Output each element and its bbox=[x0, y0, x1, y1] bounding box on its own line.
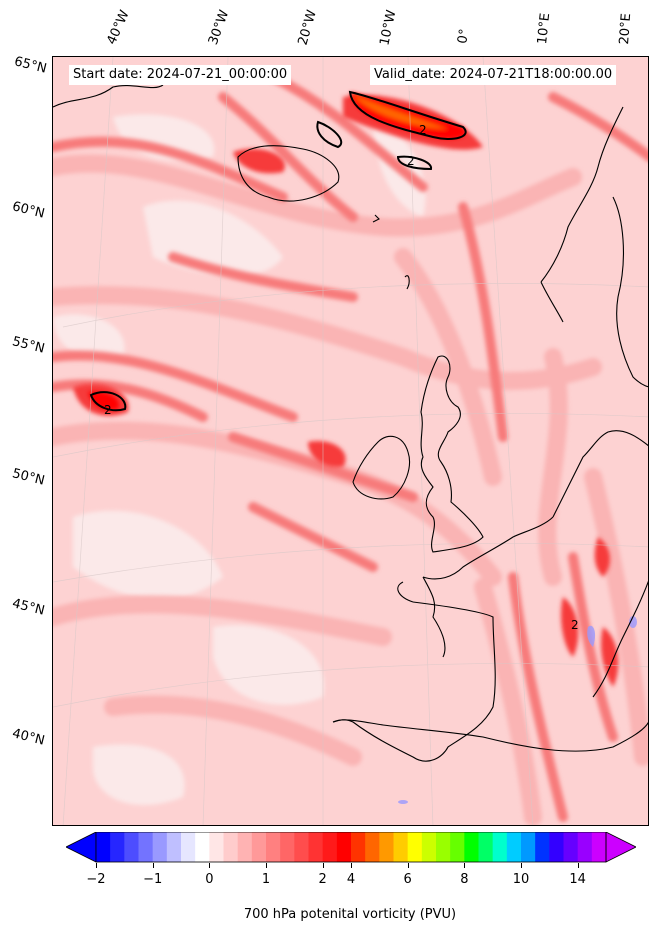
colorbar-tick-mark bbox=[209, 863, 211, 868]
contour-label: 2 bbox=[104, 403, 112, 417]
colorbar-tick-label: 2 bbox=[318, 872, 327, 887]
colorbar-segment bbox=[294, 832, 309, 862]
colorbar-outline bbox=[95, 832, 607, 863]
pv-maxima bbox=[88, 92, 466, 411]
lon-label-20w: 20°W bbox=[295, 8, 320, 48]
contour-labels: 2 2 2 2 bbox=[104, 123, 579, 632]
colorbar-max-arrow bbox=[605, 832, 636, 863]
lon-label-10e: 10°E bbox=[535, 12, 554, 46]
colorbar-segment bbox=[195, 832, 210, 862]
colorbar-segment bbox=[166, 832, 182, 862]
colorbar-segment bbox=[535, 832, 550, 862]
lon-label-0: 0° bbox=[455, 27, 473, 45]
colorbar-tick-mark bbox=[322, 863, 324, 868]
colorbar-segment bbox=[110, 832, 125, 862]
colorbar-tick-mark bbox=[351, 863, 352, 868]
colorbar-tick-mark bbox=[521, 863, 522, 868]
colorbar-segment bbox=[138, 832, 154, 862]
colorbar-segment bbox=[450, 832, 465, 862]
lat-label-55n: 55°N bbox=[10, 334, 47, 357]
lon-label-10w: 10°W bbox=[377, 8, 400, 47]
contour-label: 2 bbox=[407, 154, 415, 168]
colorbar-segment bbox=[181, 832, 196, 862]
colorbar-tick-mark bbox=[266, 863, 267, 868]
lon-label-30w: 30°W bbox=[205, 8, 233, 47]
colorbar-tick-mark bbox=[152, 863, 154, 868]
valid-date-label: Valid_date: 2024-07-21T18:00:00.00 bbox=[370, 65, 617, 85]
lon-label-20e: 20°E bbox=[617, 12, 635, 45]
colorbar-segment bbox=[251, 832, 267, 862]
colorbar-segment bbox=[152, 832, 168, 862]
colorbar-segment bbox=[521, 832, 536, 862]
graticule bbox=[53, 57, 648, 825]
colorbar-tick-label: 4 bbox=[346, 872, 356, 887]
colorbar-segment bbox=[591, 832, 607, 862]
lon-label-40w: 40°W bbox=[104, 8, 133, 48]
colorbar-segment bbox=[308, 832, 324, 862]
start-date-label: Start date: 2024-07-21_00:00:00 bbox=[69, 65, 292, 85]
colorbar-tick-label: −1 bbox=[143, 872, 163, 887]
lat-label-50n: 50°N bbox=[10, 466, 47, 489]
colorbar-label: 700 hPa potenital vorticity (PVU) bbox=[243, 907, 457, 922]
colorbar-tick-label: 14 bbox=[569, 872, 586, 887]
colorbar-segment bbox=[549, 832, 564, 862]
colorbar-segment bbox=[351, 832, 366, 862]
negative-patches bbox=[398, 616, 637, 804]
colorbar-segment bbox=[223, 832, 239, 862]
colorbar-segment bbox=[464, 832, 479, 862]
lat-label-45n: 45°N bbox=[10, 596, 47, 619]
colorbar-segment bbox=[379, 832, 394, 862]
colorbar-segment bbox=[563, 832, 579, 862]
coastlines bbox=[53, 84, 648, 762]
lat-label-40n: 40°N bbox=[10, 726, 47, 749]
colorbar-segment bbox=[124, 832, 139, 862]
colorbar-segment bbox=[407, 832, 423, 862]
medium-bands bbox=[53, 72, 648, 822]
lat-label-60n: 60°N bbox=[10, 199, 47, 222]
pv-map: 2 2 2 2 bbox=[53, 57, 648, 825]
colorbar-segment bbox=[393, 832, 409, 862]
colorbar-tick-mark bbox=[96, 863, 97, 868]
colorbar-tick-mark bbox=[464, 863, 466, 868]
colorbar-tick-label: 0 bbox=[205, 872, 214, 887]
colorbar-tick-mark bbox=[407, 863, 409, 868]
colorbar-segment bbox=[506, 832, 522, 862]
colorbar-tick-label: −2 bbox=[86, 872, 106, 887]
colorbar-segment bbox=[436, 832, 451, 862]
contour-label: 2 bbox=[571, 618, 579, 632]
colorbar-segment bbox=[492, 832, 508, 862]
colorbar-segment bbox=[322, 832, 338, 862]
colorbar-tick-label: 1 bbox=[261, 872, 271, 887]
colorbar bbox=[66, 832, 636, 863]
colorbar-segment bbox=[209, 832, 224, 862]
colorbar-tick-label: 6 bbox=[403, 872, 412, 887]
colorbar-segment bbox=[266, 832, 281, 862]
colorbar-segment bbox=[237, 832, 253, 862]
colorbar-segment bbox=[280, 832, 295, 862]
colorbar-segment bbox=[96, 832, 111, 862]
colorbar-segment bbox=[421, 832, 437, 862]
colorbar-segment bbox=[336, 832, 352, 862]
colorbar-tick-label: 8 bbox=[460, 872, 469, 887]
contour-label: 2 bbox=[419, 123, 427, 137]
colorbar-min-arrow bbox=[66, 832, 97, 863]
map-panel: 2 2 2 2 bbox=[52, 56, 649, 826]
colorbar-segment bbox=[365, 832, 380, 862]
colorbar-tick-mark bbox=[577, 863, 579, 868]
colorbar-tick-label: 10 bbox=[512, 872, 530, 887]
lat-label-65n: 65°N bbox=[12, 54, 49, 77]
colorbar-segment bbox=[577, 832, 593, 862]
colorbar-segment bbox=[478, 832, 494, 862]
contours bbox=[89, 90, 467, 412]
